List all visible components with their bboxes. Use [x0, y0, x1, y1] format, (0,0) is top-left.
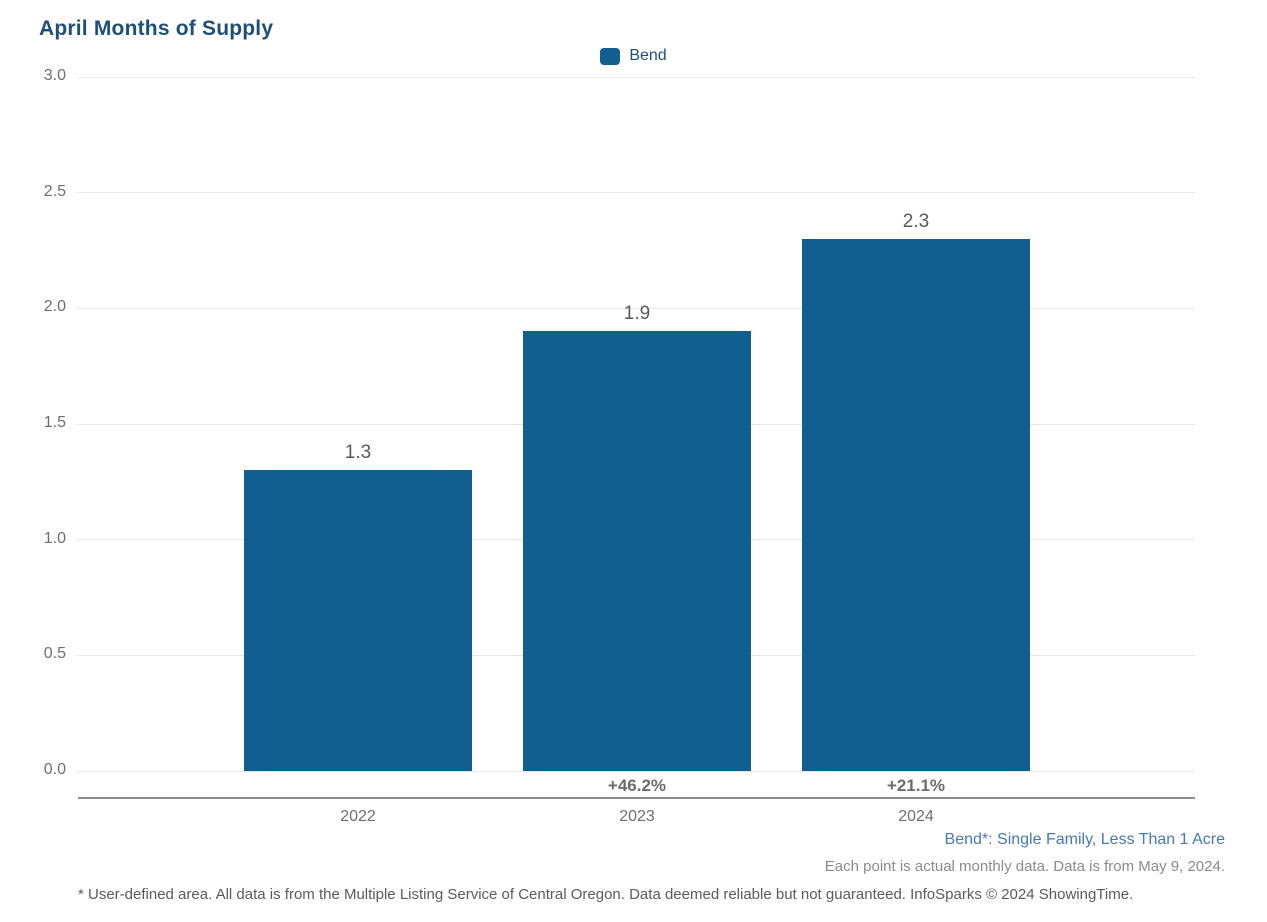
- x-axis-line: [78, 797, 1195, 799]
- y-axis-tick-3.0: 3.0: [43, 67, 66, 84]
- pct-change-label-2023: +46.2%: [607, 776, 667, 795]
- bar-2023[interactable]: [523, 331, 751, 771]
- gridline-2.0: [78, 307, 1195, 309]
- footnote-data-note: Each point is actual monthly data. Data …: [824, 858, 1225, 875]
- plot-area: 0.0 0.5 1.0 1.5 2.0 2.5 3.0 1.3 1.9 2.3 +46.2% +21.…: [44, 67, 1195, 825]
- bar-2022[interactable]: [244, 470, 472, 771]
- y-axis-tick-0.0: 0.0: [43, 761, 66, 778]
- x-axis-label-2022: 2022: [340, 808, 376, 825]
- x-axis-label-2024: 2024: [898, 808, 934, 825]
- gridline-0.0: [78, 770, 1195, 772]
- gridline-3.0: [78, 76, 1195, 78]
- bar-2024[interactable]: [802, 238, 1030, 771]
- legend-swatch-icon: [600, 47, 621, 65]
- footnote-disclaimer: * User-defined area. All data is from th…: [78, 886, 1134, 903]
- x-axis-label-2023: 2023: [619, 808, 655, 825]
- bar-value-label-2023: 1.9: [623, 303, 651, 325]
- legend-label-bend: Bend: [629, 47, 667, 64]
- y-axis-tick-1.0: 1.0: [43, 529, 66, 547]
- bar-value-label-2022: 1.3: [344, 442, 372, 464]
- y-axis-tick-1.5: 1.5: [43, 414, 66, 431]
- y-axis-tick-0.5: 0.5: [43, 645, 66, 663]
- footnote-series-definition: Bend*: Single Family, Less Than 1 Acre: [944, 831, 1225, 848]
- pct-change-label-2024: +21.1%: [886, 776, 946, 795]
- gridline-2.5: [78, 192, 1195, 194]
- legend[interactable]: Bend: [600, 47, 667, 65]
- bar-value-label-2024: 2.3: [902, 210, 930, 232]
- chart-title: April Months of Supply: [39, 17, 274, 40]
- y-axis-tick-2.0: 2.0: [43, 298, 66, 316]
- y-axis-tick-2.5: 2.5: [43, 182, 66, 200]
